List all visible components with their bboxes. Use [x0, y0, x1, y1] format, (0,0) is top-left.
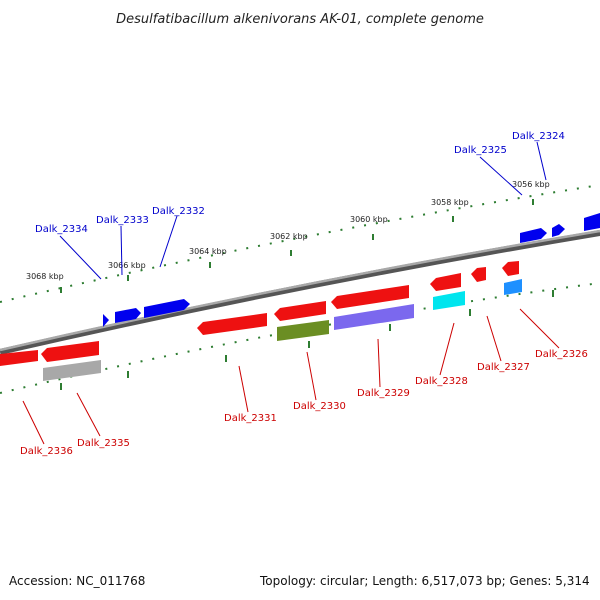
- gene-dalk-2324-a[interactable]: [552, 224, 565, 237]
- minus-leader-lines: [22, 308, 560, 445]
- gene-dalk-2328[interactable]: [430, 273, 461, 291]
- gene-dalk-2336[interactable]: [0, 350, 38, 366]
- gene-dalk-2334[interactable]: [103, 314, 109, 327]
- gene-label-plus[interactable]: Dalk_2325: [454, 145, 507, 156]
- gene-label-minus[interactable]: Dalk_2327: [477, 362, 530, 373]
- gene-label-minus[interactable]: Dalk_2330: [293, 401, 346, 412]
- gene-label-plus[interactable]: Dalk_2332: [152, 206, 205, 217]
- scale-label: 3064 kbp: [189, 247, 227, 256]
- plus-strand-genes: [103, 213, 600, 327]
- gene-dalk-2332[interactable]: [144, 299, 190, 318]
- inner-scale-major-ticks: [60, 290, 554, 390]
- scale-label: 3062 kbp: [270, 232, 308, 241]
- gene-label-minus[interactable]: Dalk_2336: [20, 446, 73, 457]
- gene-dalk-2333[interactable]: [115, 308, 141, 323]
- gene-label-minus[interactable]: Dalk_2331: [224, 413, 277, 424]
- gene-dalk-2330[interactable]: [274, 301, 326, 321]
- gene-label-plus[interactable]: Dalk_2324: [512, 131, 565, 142]
- gene-dalk-2331[interactable]: [197, 313, 267, 335]
- map-title: Desulfatibacillum alkenivorans AK-01, co…: [116, 12, 484, 27]
- gene-dalk-2329-b: [334, 304, 414, 330]
- gene-label-plus[interactable]: Dalk_2333: [96, 215, 149, 226]
- gene-label-plus[interactable]: Dalk_2334: [35, 224, 88, 235]
- outer-scale-major-ticks: [60, 199, 534, 293]
- genome-backbone: [0, 229, 600, 355]
- gene-label-minus[interactable]: Dalk_2328: [415, 376, 468, 387]
- scale-label: 3056 kbp: [512, 180, 550, 189]
- gene-dalk-2325[interactable]: [520, 228, 547, 243]
- scale-label: 3068 kbp: [26, 272, 64, 281]
- gene-dalk-2326-b: [504, 279, 522, 295]
- gene-dalk-2326[interactable]: [502, 261, 519, 276]
- accession-text: Accession: NC_011768: [9, 574, 146, 588]
- scale-label: 3060 kbp: [350, 215, 388, 224]
- gene-dalk-2329[interactable]: [331, 285, 409, 309]
- plus-leader-lines: [59, 141, 547, 280]
- gene-dalk-2327[interactable]: [471, 267, 486, 282]
- gene-label-minus[interactable]: Dalk_2329: [357, 388, 410, 399]
- inner-scale-track: [0, 282, 600, 394]
- gene-label-minus[interactable]: Dalk_2326: [535, 349, 588, 360]
- gene-label-minus[interactable]: Dalk_2335: [77, 438, 130, 449]
- gene-dalk-2335[interactable]: [41, 341, 99, 362]
- scale-label: 3058 kbp: [431, 198, 469, 207]
- gene-dalk-2328-b: [433, 291, 465, 310]
- genome-summary-text: Topology: circular; Length: 6,517,073 bp…: [260, 574, 590, 588]
- gene-dalk-2324-b[interactable]: [584, 213, 600, 231]
- gene-dalk-2335-b: [43, 360, 101, 381]
- scale-label: 3066 kbp: [108, 261, 146, 270]
- minus-strand-genes: [0, 261, 522, 381]
- gene-dalk-2330-b: [277, 320, 329, 341]
